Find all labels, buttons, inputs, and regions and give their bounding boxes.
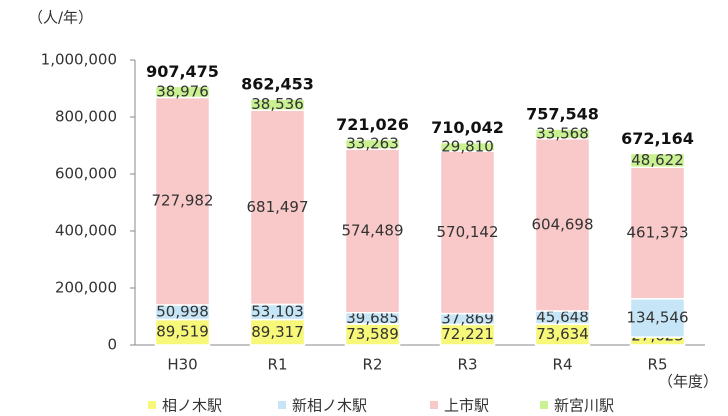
- bar-segment: [249, 318, 306, 346]
- data-label: 89,317: [251, 323, 304, 341]
- legend-label: 上市駅: [444, 397, 489, 415]
- legend-label: 相ノ木駅: [162, 397, 222, 415]
- bar-segment: [629, 298, 686, 338]
- data-label: 53,103: [251, 302, 304, 320]
- x-axis-label: （年度）: [658, 373, 718, 391]
- x-tick-label: R2: [363, 356, 383, 374]
- x-tick-label: R5: [648, 356, 668, 374]
- data-label: 72,221: [441, 325, 494, 343]
- data-label: 73,589: [346, 325, 399, 343]
- bar-segment: [344, 138, 401, 150]
- x-tick-label: H30: [167, 356, 197, 374]
- data-label: 570,142: [436, 223, 498, 241]
- y-tick-label: 400,000: [55, 222, 117, 240]
- data-label: 461,373: [626, 224, 688, 242]
- data-label: 604,698: [531, 215, 593, 233]
- data-label: 48,622: [631, 151, 684, 169]
- x-tick-label: R3: [458, 356, 478, 374]
- data-label: 29,810: [441, 137, 494, 155]
- data-label: 89,519: [156, 323, 209, 341]
- data-label: 73,634: [536, 325, 589, 343]
- y-tick-label: 0: [107, 336, 117, 354]
- data-label: 45,648: [536, 308, 589, 326]
- bar-segment: [439, 141, 496, 152]
- y-axis-label: （人/年）: [28, 9, 93, 27]
- bar-segment: [154, 85, 211, 99]
- x-tick-label: R4: [553, 356, 573, 374]
- y-tick-label: 600,000: [55, 165, 117, 183]
- data-label: 38,976: [156, 82, 209, 100]
- bar-segment: [534, 128, 591, 140]
- y-tick-label: 1,000,000: [41, 51, 117, 69]
- data-label: 574,489: [341, 221, 403, 239]
- x-tick-label: R1: [268, 356, 288, 374]
- y-tick-label: 200,000: [55, 279, 117, 297]
- legend-swatch: [540, 401, 548, 409]
- data-label: 38,536: [251, 95, 304, 113]
- total-label: 710,042: [431, 118, 504, 137]
- legend-swatch: [148, 401, 156, 409]
- total-label: 907,475: [146, 62, 219, 81]
- legend-swatch: [430, 401, 438, 409]
- bar-segment: [629, 166, 686, 300]
- total-label: 672,164: [621, 129, 694, 148]
- bar-segment: [154, 96, 211, 306]
- data-label: 134,546: [626, 308, 688, 326]
- data-label: 727,982: [151, 192, 213, 210]
- bar-segment: [249, 98, 306, 111]
- bar-segment: [629, 152, 686, 169]
- data-label: 681,497: [246, 198, 308, 216]
- total-label: 721,026: [336, 115, 409, 134]
- y-tick-label: 800,000: [55, 108, 117, 126]
- data-label: 50,998: [156, 303, 209, 321]
- bar-segment: [439, 150, 496, 315]
- total-label: 862,453: [241, 75, 314, 94]
- data-label: 33,263: [346, 135, 399, 153]
- total-label: 757,548: [526, 105, 599, 124]
- legend-label: 新相ノ木駅: [292, 397, 367, 415]
- bar-segment: [344, 148, 401, 314]
- legend-label: 新宮川駅: [554, 397, 614, 415]
- data-label: 33,568: [536, 124, 589, 142]
- bar-segment: [154, 318, 211, 346]
- legend-swatch: [278, 401, 286, 409]
- bar-segment: [249, 109, 306, 306]
